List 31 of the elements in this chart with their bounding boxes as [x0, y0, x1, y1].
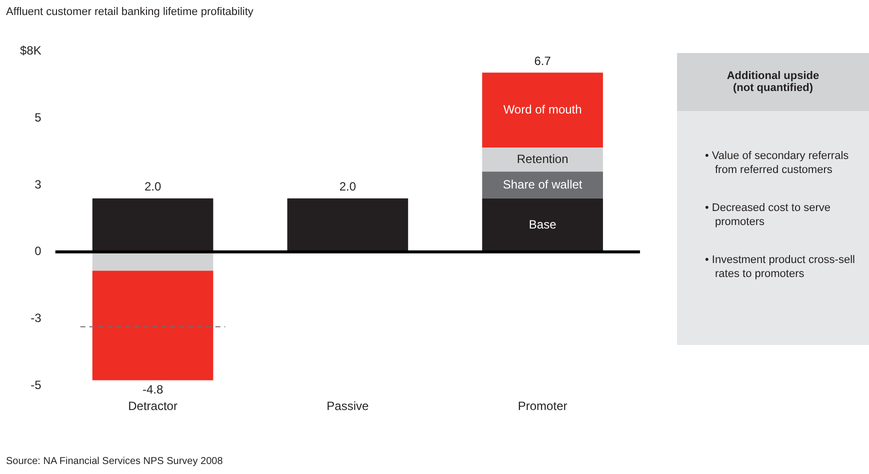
- data-label: 2.0: [339, 180, 356, 194]
- y-tick-label: -5: [30, 378, 42, 392]
- total-label: 6.7: [534, 54, 552, 68]
- bar: [92, 252, 214, 271]
- data-label: 2.0: [144, 180, 162, 194]
- annotation: -4.8: [142, 382, 164, 397]
- text: • Investment product cross-sell rates to promoters: [705, 253, 856, 281]
- y-tick-label: $8K: [20, 44, 42, 58]
- text: • Value of secondary referrals from referred customers: [705, 149, 850, 177]
- bar: [287, 198, 408, 252]
- y-tick-label: 5: [34, 110, 42, 124]
- bar: [92, 198, 214, 252]
- series-label: Base: [528, 217, 557, 232]
- chart-title: Affluent customer retail banking lifetime profitability: [6, 6, 254, 18]
- text: • Decreased cost to serve promoters: [705, 201, 832, 229]
- bar: [482, 148, 603, 172]
- y-tick-label: 3: [34, 177, 42, 192]
- y-tick-label: 0: [34, 244, 42, 258]
- bar: [92, 270, 214, 380]
- x-tick-label: Detractor: [128, 399, 178, 414]
- bar: [482, 198, 603, 252]
- y-tick-label: -3: [30, 311, 42, 326]
- bar: [482, 172, 603, 198]
- series-label: Retention: [516, 152, 568, 166]
- text: Additional upside (not quantified): [677, 53, 869, 111]
- bar: [482, 72, 603, 148]
- x-tick-label: Passive: [326, 399, 370, 414]
- series-label: Word of mouth: [503, 102, 582, 116]
- source-note: Source: NA Financial Services NPS Survey 2008: [6, 456, 223, 467]
- series-label: Share of wallet: [502, 177, 583, 192]
- x-tick-label: Promoter: [518, 399, 568, 414]
